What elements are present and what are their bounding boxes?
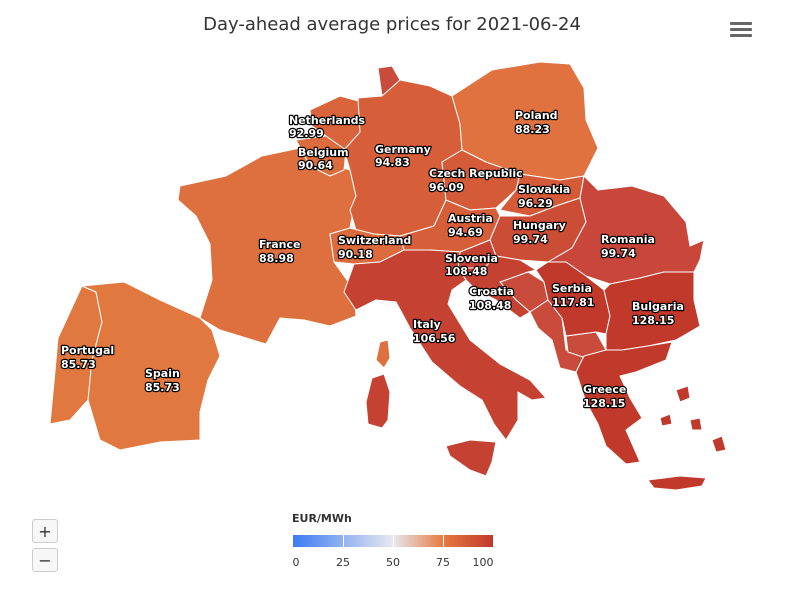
label-name-switzerland: Switzerland [338, 234, 411, 247]
label-name-slovenia: Slovenia [445, 252, 498, 265]
zoom-out-button[interactable]: − [32, 548, 58, 572]
country-croatia[interactable] [457, 255, 537, 319]
label-name-netherlands: Netherlands [289, 114, 366, 127]
label-price-portugal: 85.73 [61, 358, 96, 371]
legend-title: EUR/MWh [292, 512, 352, 525]
legend-tick-label: 50 [386, 556, 400, 569]
label-name-belgium: Belgium [298, 146, 349, 159]
label-price-slovenia: 108.48 [445, 265, 487, 278]
legend-tick-mark [343, 535, 344, 547]
map-title: Day-ahead average prices for 2021-06-24 [203, 14, 581, 35]
label-price-switzerland: 90.18 [338, 248, 373, 261]
label-name-italy: Italy [413, 318, 441, 331]
label-name-serbia: Serbia [552, 282, 592, 295]
island-aegean-1 [675, 385, 691, 403]
label-price-netherlands: 92.99 [289, 127, 324, 140]
legend-tick-label: 25 [336, 556, 350, 569]
legend-tick-mark [443, 535, 444, 547]
hamburger-menu-icon[interactable] [730, 22, 752, 40]
label-price-bulgaria: 128.15 [632, 314, 674, 327]
island-aegean-3 [659, 413, 673, 427]
label-name-greece: Greece [583, 383, 626, 396]
island-aegean-4 [711, 435, 727, 453]
island-aegean-2 [689, 417, 703, 431]
label-price-czech: 96.09 [429, 181, 464, 194]
label-name-hungary: Hungary [513, 219, 566, 232]
label-name-france: France [259, 238, 300, 251]
country-labels: Netherlands 92.99 Belgium 90.64 Germany … [60, 108, 685, 411]
label-price-austria: 94.69 [448, 226, 483, 239]
label-name-poland: Poland [515, 109, 558, 122]
country-italy[interactable] [343, 249, 547, 441]
legend-tick-label: 75 [436, 556, 450, 569]
legend-tick-label: 0 [292, 556, 300, 569]
label-name-bulgaria: Bulgaria [632, 300, 684, 313]
label-price-romania: 99.74 [601, 247, 636, 260]
label-price-belgium: 90.64 [298, 159, 333, 172]
label-price-hungary: 99.74 [513, 233, 548, 246]
country-greece[interactable] [575, 341, 673, 465]
island-sardinia[interactable] [365, 373, 391, 429]
label-price-germany: 94.83 [375, 156, 410, 169]
label-price-greece: 128.15 [583, 397, 625, 410]
label-price-serbia: 117.81 [552, 296, 594, 309]
label-price-italy: 106.56 [413, 332, 456, 345]
island-crete [647, 475, 707, 491]
legend-tick-mark [393, 535, 394, 547]
country-bulgaria[interactable] [603, 271, 701, 351]
island-corsica [375, 339, 391, 369]
label-price-france: 88.98 [259, 252, 294, 265]
label-name-spain: Spain [145, 367, 180, 380]
label-name-austria: Austria [448, 212, 493, 225]
label-name-slovakia: Slovakia [518, 183, 570, 196]
label-price-slovakia: 96.29 [518, 197, 553, 210]
label-price-poland: 88.23 [515, 123, 550, 136]
label-price-spain: 85.73 [145, 381, 180, 394]
zoom-in-button[interactable]: + [32, 519, 58, 543]
island-sicily[interactable] [445, 439, 497, 477]
label-name-germany: Germany [375, 143, 431, 156]
label-price-croatia: 108.48 [469, 299, 511, 312]
label-name-croatia: Croatia [469, 285, 514, 298]
label-name-czech: Czech Republic [429, 167, 523, 180]
country-spain[interactable] [81, 281, 221, 451]
label-name-portugal: Portugal [61, 344, 114, 357]
legend-tick-label: 100 [472, 556, 494, 569]
label-name-romania: Romania [601, 233, 655, 246]
